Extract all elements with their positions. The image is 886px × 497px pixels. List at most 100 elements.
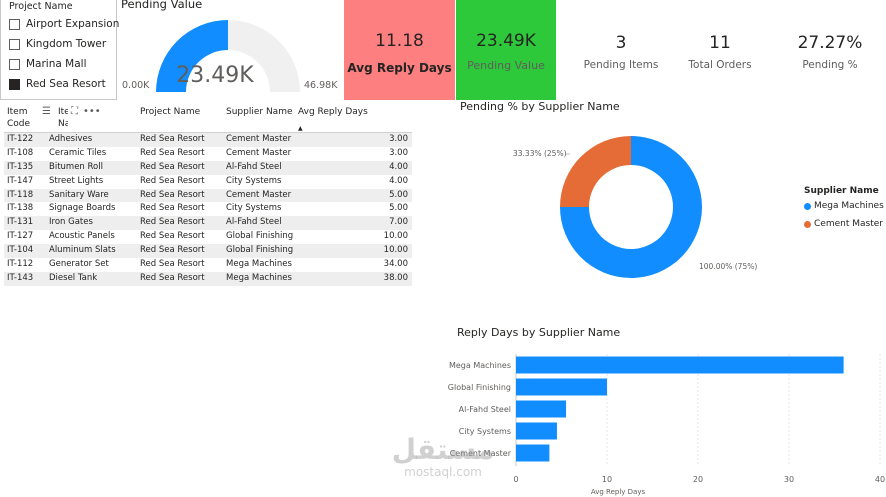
header-avg-reply-days[interactable]: Avg Reply Days (298, 107, 368, 117)
table-toolbar: ☰ ⛶ ••• (42, 106, 101, 117)
pending-items-card: 3 Pending Items (571, 0, 671, 90)
x-tick-label: 30 (784, 475, 794, 484)
table-cell-code: IT-131 (7, 217, 34, 228)
filter-icon[interactable]: ☰ (42, 106, 51, 117)
table-cell-supplier: City Systems (226, 203, 282, 214)
bar-cement-master[interactable] (516, 444, 550, 462)
project-slicer: Project Name Airport Expansion Kingdom T… (0, 0, 119, 100)
slicer-item-label: Airport Expansion (26, 18, 120, 30)
x-axis-title: Avg Reply Days (591, 488, 646, 496)
table-row[interactable]: IT-143 Diesel Tank Red Sea Resort Mega Mach… (4, 271, 412, 286)
table-cell-project: Red Sea Resort (140, 217, 205, 228)
avg-reply-days-value: 11.18 (375, 31, 424, 51)
table-cell-reply: 5.00 (389, 203, 408, 214)
table-cell-name: Generator Set (49, 259, 109, 270)
table-body: IT-122 Adhesives Red Sea Resort Cement Mast… (4, 133, 412, 286)
table-row[interactable]: IT-135 Bitumen Roll Red Sea Resort Al-Fahd … (4, 160, 412, 175)
avg-reply-days-card: 11.18 Avg Reply Days (344, 0, 455, 100)
table-cell-reply: 4.00 (389, 175, 408, 186)
table-cell-supplier: Global Finishing (226, 231, 294, 242)
legend-item-cement-master[interactable]: Cement Master (804, 219, 883, 229)
slicer-item-marina-mall[interactable]: Marina Mall (9, 56, 86, 72)
table-cell-name: Bitumen Roll (49, 161, 103, 172)
table-row[interactable]: IT-104 Aluminum Slats Red Sea Resort Global… (4, 244, 412, 259)
header-project-name[interactable]: Project Name (140, 107, 201, 117)
header-item-name-text: Item Name (58, 107, 68, 129)
donut-slice-cement-master[interactable] (560, 136, 631, 207)
table-cell-name: Sanitary Ware (49, 189, 109, 200)
legend-label: Cement Master (814, 219, 883, 229)
legend-item-mega-machines[interactable]: Mega Machines (804, 201, 884, 211)
table-row[interactable]: IT-118 Sanitary Ware Red Sea Resort Cement … (4, 188, 412, 203)
slicer-item-label: Marina Mall (26, 58, 87, 70)
checkbox-checked-icon[interactable] (9, 78, 20, 90)
x-tick-label: 20 (693, 475, 703, 484)
y-category-label: Global Finishing (448, 383, 511, 392)
table-cell-code: IT-104 (7, 245, 34, 256)
slicer-item-red-sea-resort[interactable]: Red Sea Resort (9, 76, 106, 92)
table-row[interactable]: IT-122 Adhesives Red Sea Resort Cement Mast… (4, 133, 412, 147)
table-cell-code: IT-118 (7, 189, 34, 200)
checkbox-icon[interactable] (9, 58, 20, 70)
table-cell-code: IT-108 (7, 147, 34, 158)
donut-slice-mega-machines[interactable] (560, 136, 702, 278)
more-options-icon[interactable]: ••• (82, 106, 101, 117)
table-cell-name: Diesel Tank (49, 272, 98, 283)
slicer-item-label: Kingdom Tower (26, 38, 107, 50)
bar-city-systems[interactable] (516, 422, 557, 440)
bar-mega-machines[interactable] (516, 356, 844, 374)
table-cell-reply: 3.00 (389, 134, 408, 144)
table-row[interactable]: IT-108 Ceramic Tiles Red Sea Resort Cement … (4, 147, 412, 161)
table-cell-name: Aluminum Slats (49, 245, 116, 256)
sort-ascending-icon[interactable]: ▲ (298, 125, 303, 132)
table-cell-supplier: Cement Master (226, 134, 292, 144)
table-cell-supplier: Cement Master (226, 147, 292, 158)
table-cell-project: Red Sea Resort (140, 272, 205, 283)
pending-percent-donut (560, 136, 702, 278)
bar-global-finishing[interactable] (516, 378, 607, 396)
donut-legend-title: Supplier Name (804, 186, 879, 196)
donut-label-mega-machines: 100.00% (75%) (699, 262, 758, 271)
slicer-item-kingdom-tower[interactable]: Kingdom Tower (9, 36, 106, 52)
pending-items-value: 3 (615, 33, 627, 53)
table-row[interactable]: IT-131 Iron Gates Red Sea Resort Al-Fahd St… (4, 216, 412, 231)
table-cell-code: IT-112 (7, 259, 34, 270)
table-cell-project: Red Sea Resort (140, 175, 205, 186)
checkbox-icon[interactable] (9, 38, 20, 50)
table-cell-name: Acoustic Panels (49, 231, 115, 242)
focus-mode-icon[interactable]: ⛶ (70, 106, 78, 117)
table-cell-project: Red Sea Resort (140, 245, 205, 256)
table-cell-project: Red Sea Resort (140, 259, 205, 270)
slicer-title: Project Name (9, 1, 73, 12)
header-item-name[interactable]: Item Name (58, 106, 68, 130)
bar-al-fahd-steel[interactable] (516, 400, 567, 418)
x-tick-label: 40 (875, 475, 885, 484)
table-header: Item Code Item Name ☰ ⛶ ••• Project Name… (4, 101, 412, 133)
pending-value-gauge (156, 20, 300, 92)
table-cell-supplier: Global Finishing (226, 245, 294, 256)
items-table: Item Code Item Name ☰ ⛶ ••• Project Name… (4, 101, 412, 286)
table-cell-project: Red Sea Resort (140, 203, 205, 214)
slicer-item-airport-expansion[interactable]: Airport Expansion (9, 16, 119, 32)
table-row[interactable]: IT-112 Generator Set Red Sea Resort Mega Ma… (4, 258, 412, 272)
table-row[interactable]: IT-147 Street Lights Red Sea Resort City Sy… (4, 175, 412, 189)
y-category-label: City Systems (459, 427, 511, 436)
total-orders-label: Total Orders (688, 59, 752, 71)
pending-percent-value: 27.27% (797, 33, 863, 53)
checkbox-icon[interactable] (9, 18, 20, 30)
legend-dot-icon (804, 202, 811, 210)
header-supplier-name[interactable]: Supplier Name (226, 107, 293, 117)
table-cell-reply: 3.00 (389, 147, 408, 158)
table-cell-project: Red Sea Resort (140, 161, 205, 172)
pending-value-label: Pending Value (467, 59, 545, 72)
gauge-title: Pending Value (121, 0, 203, 11)
table-row[interactable]: IT-127 Acoustic Panels Red Sea Resort Globa… (4, 230, 412, 244)
table-cell-project: Red Sea Resort (140, 134, 205, 144)
table-cell-supplier: Mega Machines (226, 272, 292, 283)
table-cell-project: Red Sea Resort (140, 189, 205, 200)
table-row[interactable]: IT-138 Signage Boards Red Sea Resort City S… (4, 202, 412, 216)
total-orders-value: 11 (709, 33, 731, 53)
pending-items-label: Pending Items (583, 59, 659, 71)
header-item-code[interactable]: Item Code (7, 107, 31, 129)
gauge-value: 23.49K (176, 63, 254, 88)
